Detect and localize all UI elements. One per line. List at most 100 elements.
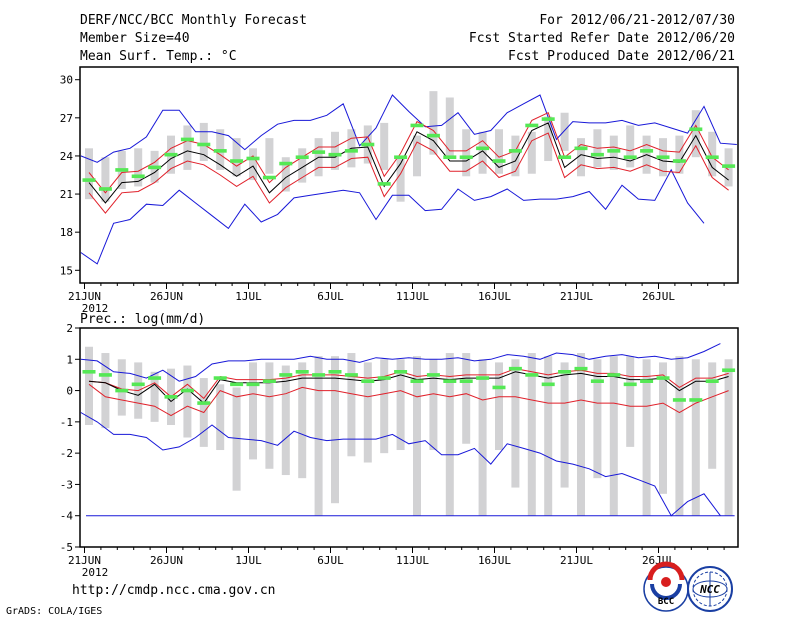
median-marker: [131, 174, 145, 179]
y-tick-label: -1: [60, 416, 73, 429]
median-marker: [377, 376, 391, 380]
ensemble-box: [609, 356, 618, 516]
ensemble-box: [101, 157, 110, 202]
median-marker: [394, 370, 408, 374]
median-marker: [525, 373, 539, 377]
median-marker: [426, 133, 440, 138]
median-marker: [623, 382, 637, 387]
median-marker: [279, 161, 293, 166]
ensemble-mean-line: [88, 122, 729, 204]
ensemble-box: [249, 148, 257, 181]
ensemble-box: [232, 387, 241, 491]
ensemble-box: [281, 365, 290, 476]
x-tick-label: 1JUL: [235, 554, 262, 567]
x-tick-label: 21JUN: [68, 554, 101, 567]
ensemble-box: [478, 131, 487, 174]
median-marker: [98, 373, 112, 377]
bcc-logo: BCC: [643, 561, 689, 612]
median-marker: [508, 149, 522, 153]
median-marker: [623, 155, 637, 160]
forecast-start-label: Fcst Started Refer Date 2012/06/20: [469, 31, 735, 46]
std-lower-line: [88, 132, 729, 214]
median-marker: [574, 366, 588, 371]
ensemble-box: [85, 148, 93, 200]
ensemble-box: [101, 353, 110, 429]
ensemble-box: [527, 131, 536, 174]
ensemble-box: [150, 371, 159, 422]
ensemble-box: [445, 97, 454, 158]
x-tick-label: 21JUN: [68, 290, 101, 303]
y-tick-label: 24: [60, 150, 74, 163]
median-marker: [459, 155, 473, 160]
x-year-label: 2012: [82, 302, 109, 315]
ensemble-box: [232, 138, 241, 177]
median-marker: [148, 165, 162, 170]
ensemble-box: [396, 157, 405, 202]
x-tick-label: 11JUL: [396, 554, 429, 567]
y-tick-label: -4: [60, 510, 74, 523]
median-marker: [607, 149, 621, 153]
median-marker: [541, 382, 555, 387]
precip-variable-label: Prec.: log(mm/d): [80, 312, 205, 327]
ensemble-box: [314, 356, 323, 516]
figure-title: DERF/NCC/BCC Monthly Forecast: [80, 13, 307, 28]
median-marker: [82, 178, 96, 182]
ensemble-box: [642, 359, 651, 516]
median-marker: [705, 155, 719, 160]
median-marker: [197, 401, 211, 405]
ensemble-box: [331, 356, 339, 504]
y-tick-label: 18: [60, 226, 73, 239]
ensemble-box: [593, 359, 602, 479]
median-marker: [197, 142, 211, 147]
ensemble-box: [183, 125, 192, 170]
median-marker: [213, 149, 227, 153]
minimum-line: [80, 412, 721, 517]
median-marker: [344, 149, 358, 153]
ensemble-box: [659, 362, 667, 494]
ensemble-box: [199, 122, 208, 162]
ensemble-box: [544, 116, 553, 162]
median-marker: [361, 142, 375, 147]
y-tick-label: 27: [60, 112, 73, 125]
ensemble-box: [413, 356, 421, 516]
ensemble-box: [462, 353, 471, 444]
ensemble-box: [560, 112, 569, 151]
median-marker: [164, 395, 178, 399]
ensemble-box: [281, 157, 290, 192]
ensemble-box: [577, 138, 585, 177]
median-marker: [328, 152, 342, 157]
median-marker: [607, 373, 621, 377]
median-marker: [344, 373, 358, 377]
median-marker: [722, 164, 736, 168]
ensemble-box: [691, 110, 700, 158]
median-marker: [394, 155, 408, 160]
ncc-logo: NCC: [687, 566, 733, 612]
median-marker: [312, 373, 326, 377]
ensemble-box: [626, 125, 635, 168]
median-marker: [689, 127, 703, 132]
ensemble-box: [609, 135, 618, 170]
x-tick-label: 6JUL: [317, 290, 344, 303]
ensemble-box: [265, 138, 274, 174]
ensemble-box: [708, 362, 717, 469]
ensemble-box: [691, 359, 700, 516]
ensemble-box: [560, 362, 569, 488]
median-marker: [230, 382, 244, 387]
median-marker: [295, 155, 309, 160]
median-marker: [476, 146, 490, 151]
x-tick-label: 26JUN: [150, 554, 183, 567]
ensemble-box: [117, 359, 126, 416]
ensemble-box: [380, 359, 389, 454]
median-marker: [377, 182, 391, 186]
footer-url[interactable]: http://cmdp.ncc.cma.gov.cn: [72, 583, 276, 598]
y-tick-label: 30: [60, 74, 73, 87]
ensemble-box: [675, 135, 684, 174]
median-marker: [508, 366, 522, 371]
x-tick-label: 26JUL: [642, 290, 675, 303]
median-marker: [361, 379, 375, 383]
median-marker: [164, 152, 178, 157]
ensemble-box: [249, 362, 257, 460]
ensemble-box: [298, 362, 307, 479]
y-tick-label: 15: [60, 264, 73, 277]
